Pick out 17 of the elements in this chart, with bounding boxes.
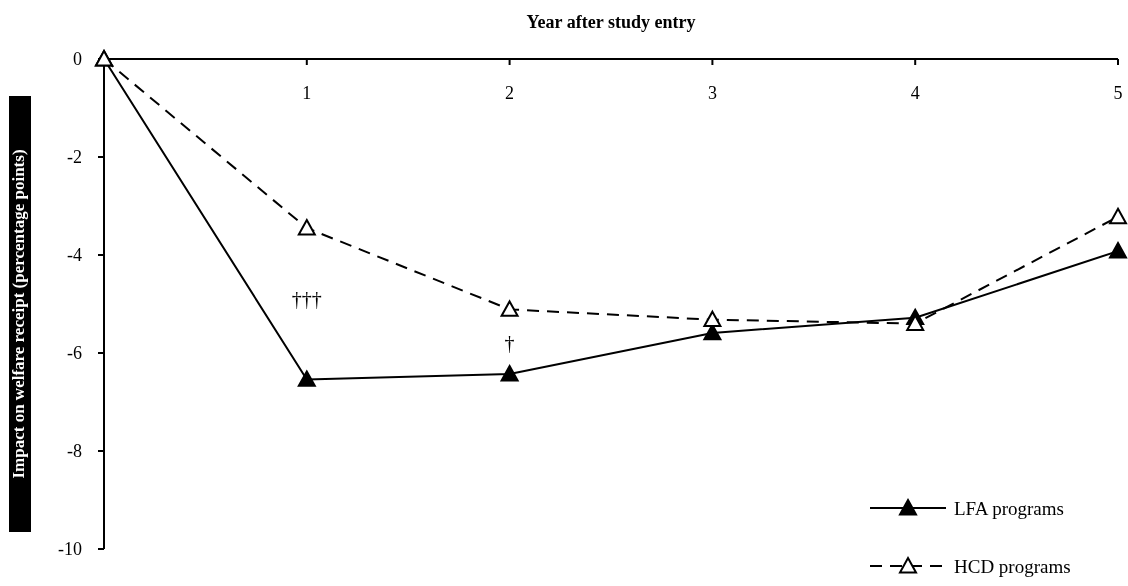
y-tick-label: -10 — [58, 539, 82, 560]
x-tick-label: 2 — [505, 83, 515, 103]
y-tick-label: -2 — [67, 147, 82, 168]
x-tick-label: 5 — [1113, 83, 1123, 103]
annotation: † — [504, 332, 515, 355]
legend-label: HCD programs — [954, 555, 1071, 577]
x-axis-title: Year after study entry — [526, 12, 696, 32]
y-tick-label: -6 — [67, 343, 82, 364]
y-tick-label: 0 — [73, 49, 82, 70]
x-tick-label: 3 — [707, 83, 717, 103]
legend-label: LFA programs — [954, 497, 1064, 519]
x-tick-label: 4 — [910, 83, 920, 103]
y-tick-label: -4 — [67, 245, 82, 266]
x-tick-label: 1 — [302, 83, 312, 103]
y-axis-title: Impact on welfare receipt (percentage points) — [9, 149, 28, 479]
annotation: ††† — [291, 288, 322, 311]
y-tick-label: -8 — [67, 441, 82, 462]
